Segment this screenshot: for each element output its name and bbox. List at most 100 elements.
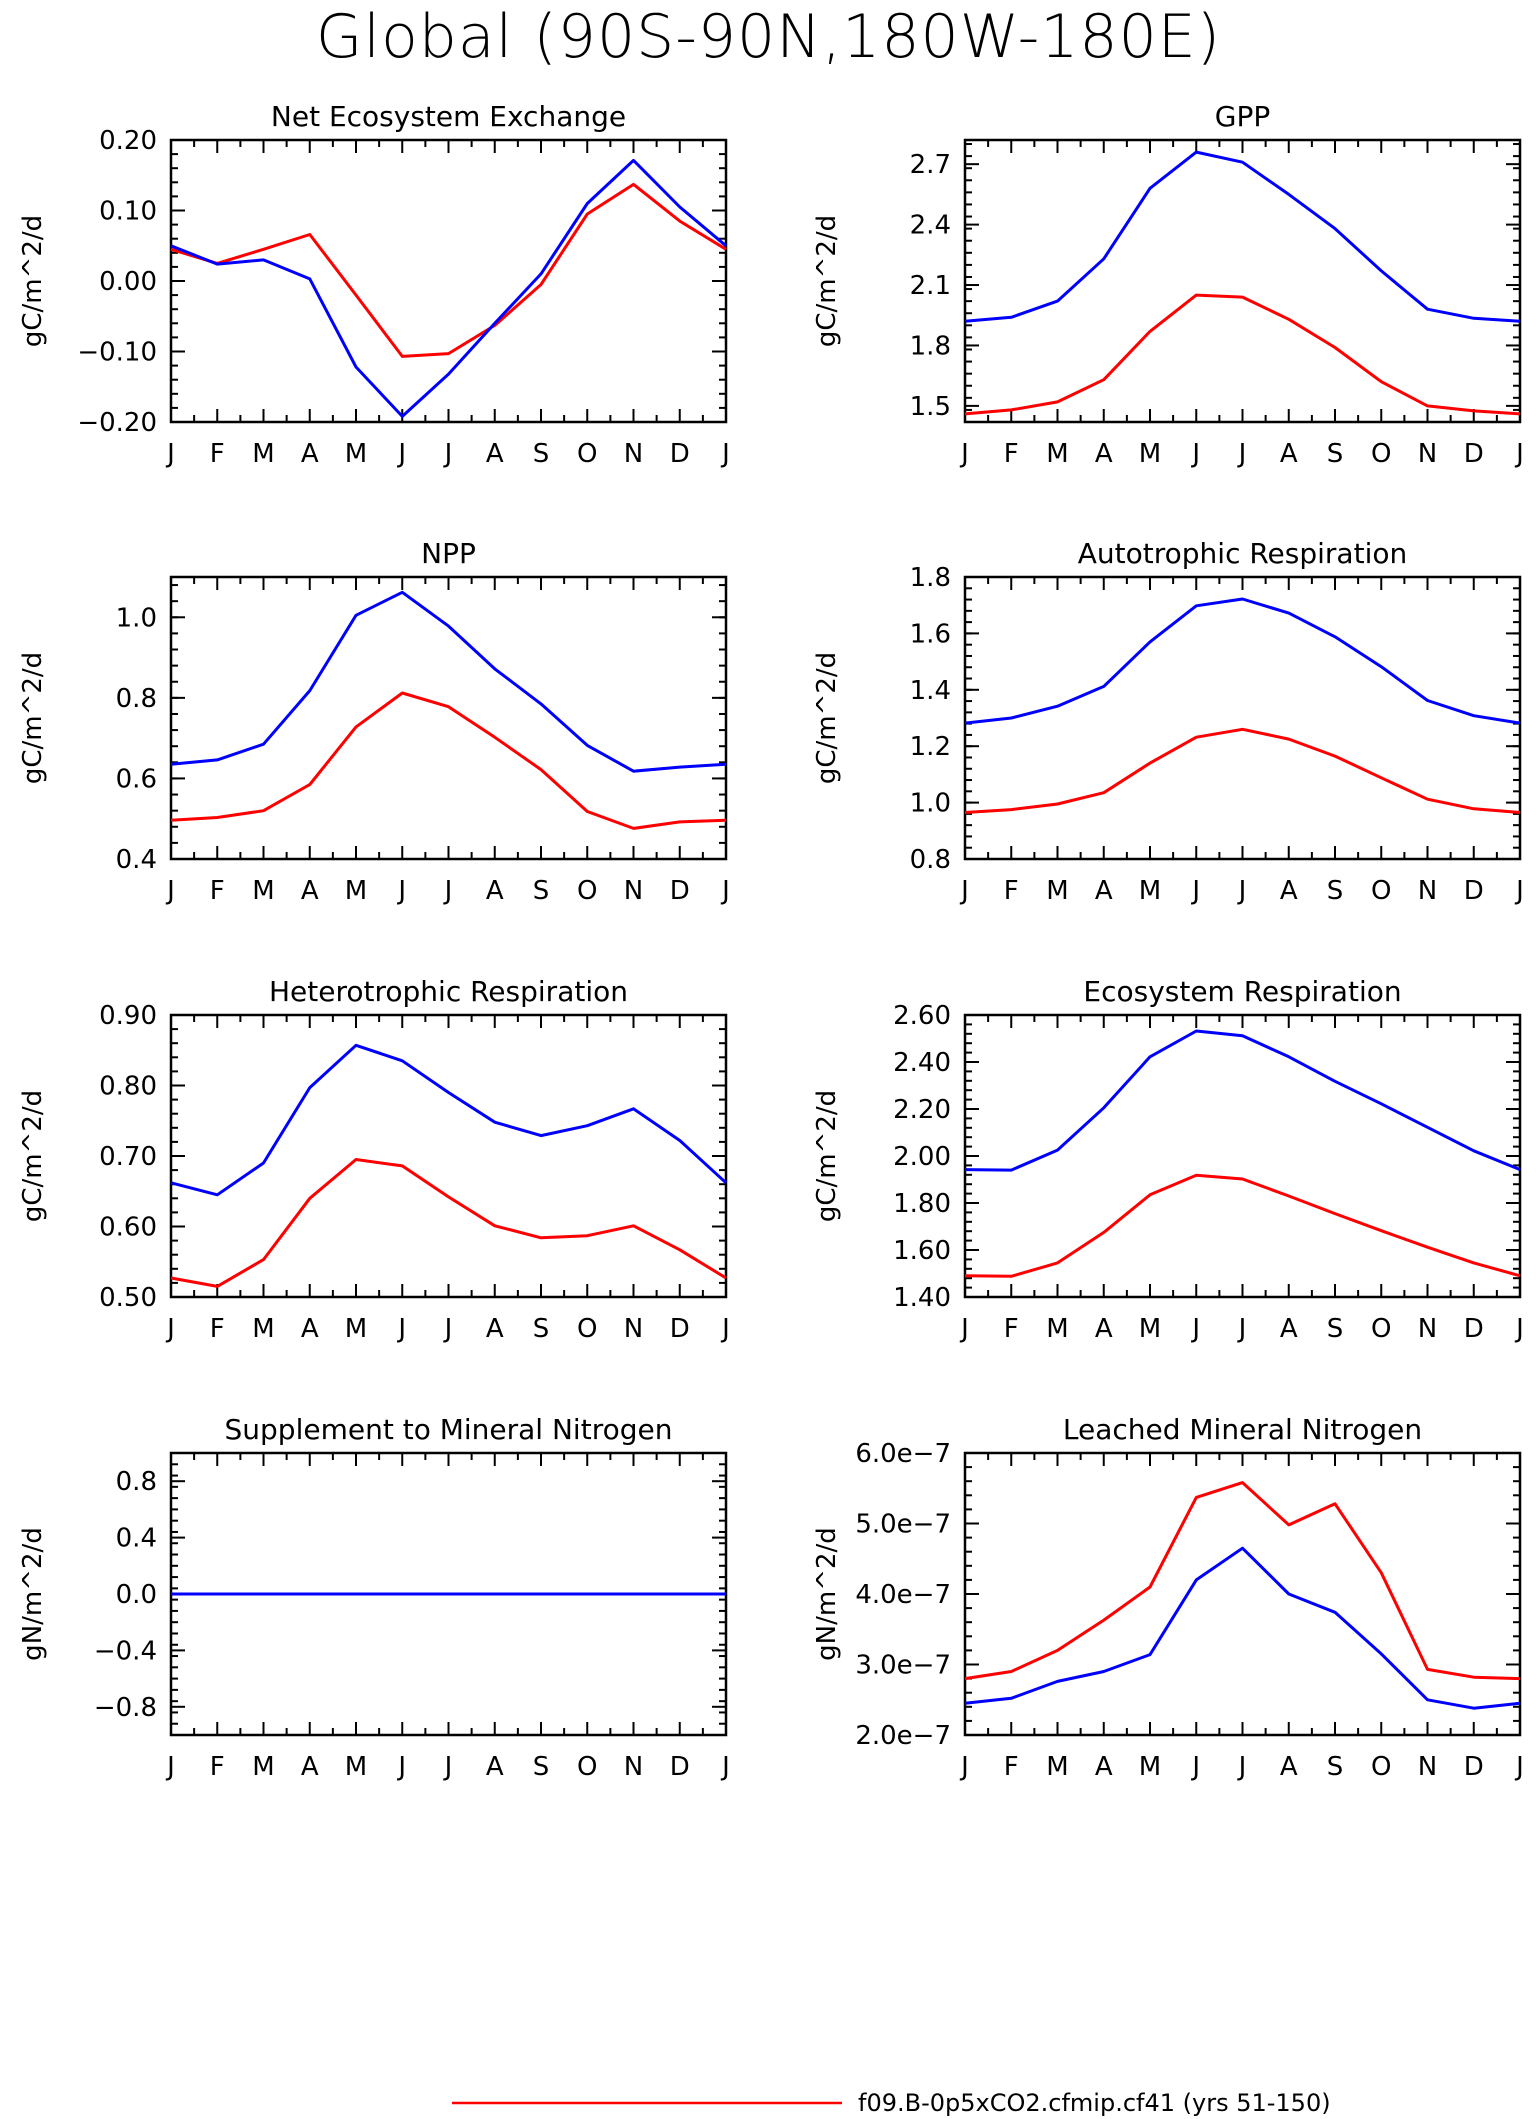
x-tick-label: J xyxy=(720,439,730,469)
x-tick-label: A xyxy=(301,439,319,469)
x-tick-label: J xyxy=(720,1314,730,1344)
x-tick-label: S xyxy=(1327,876,1344,906)
x-tick-label: J xyxy=(165,439,175,469)
x-tick-label: J xyxy=(165,1314,175,1344)
x-tick-label: J xyxy=(1190,439,1200,469)
x-tick-label: J xyxy=(396,876,406,906)
y-tick-label: 0.20 xyxy=(99,126,157,156)
y-tick-label: 0.70 xyxy=(99,1142,157,1172)
x-tick-label: N xyxy=(1418,876,1437,906)
x-tick-label: F xyxy=(1004,439,1019,469)
x-tick-label: M xyxy=(252,876,274,906)
x-tick-label: J xyxy=(1190,1752,1200,1782)
x-tick-label: J xyxy=(396,439,406,469)
x-tick-label: S xyxy=(1327,439,1344,469)
y-tick-label: 0.0 xyxy=(116,1580,157,1610)
x-tick-label: N xyxy=(624,876,643,906)
x-tick-label: D xyxy=(670,439,690,469)
y-tick-label: 1.6 xyxy=(910,619,951,649)
y-tick-label: 1.0 xyxy=(116,603,157,633)
x-tick-label: D xyxy=(1464,1752,1484,1782)
x-tick-label: S xyxy=(533,1314,550,1344)
x-tick-label: S xyxy=(533,439,550,469)
panel-title: GPP xyxy=(1215,100,1270,133)
x-tick-label: J xyxy=(1237,1752,1247,1782)
plot-frame xyxy=(963,138,1522,424)
series-line-1 xyxy=(964,1173,1521,1278)
x-tick-label: D xyxy=(670,876,690,906)
x-tick-label: J xyxy=(1190,1314,1200,1344)
series-line-2 xyxy=(964,1546,1521,1710)
y-tick-label: 5.0e−7 xyxy=(855,1510,951,1540)
x-tick-label: J xyxy=(165,1752,175,1782)
legend-label: f09.B-0p5xCO2.cfmip.cf41 (yrs 51-150) xyxy=(858,2089,1331,2117)
y-tick-label: 1.60 xyxy=(893,1236,951,1266)
plot-frame xyxy=(169,575,728,861)
y-axis-label: gC/m^2/d xyxy=(18,1090,48,1222)
chart-panel-1: J F M A M J J A S O N D J−0.20−0.100.000.100.20gC/m^… xyxy=(18,100,730,469)
x-tick-label: A xyxy=(1095,439,1113,469)
x-tick-label: M xyxy=(252,1752,274,1782)
x-tick-label: A xyxy=(486,876,504,906)
x-tick-label: A xyxy=(486,1314,504,1344)
y-tick-label: 6.0e−7 xyxy=(855,1439,951,1469)
y-tick-label: 0.10 xyxy=(99,197,157,227)
y-tick-label: 4.0e−7 xyxy=(855,1580,951,1610)
x-tick-label: A xyxy=(301,876,319,906)
panel-title: Autotrophic Respiration xyxy=(1078,537,1407,570)
y-tick-label: 2.00 xyxy=(893,1142,951,1172)
x-tick-label: A xyxy=(1095,1314,1113,1344)
x-tick-label: F xyxy=(1004,1752,1019,1782)
x-tick-label: J xyxy=(1514,876,1524,906)
series-line-1 xyxy=(170,1158,727,1288)
plot-frame xyxy=(963,1451,1522,1737)
panel-title: Ecosystem Respiration xyxy=(1083,975,1401,1008)
x-tick-label: J xyxy=(959,1314,969,1344)
x-tick-label: J xyxy=(959,1752,969,1782)
x-tick-label: N xyxy=(624,1752,643,1782)
y-axis-label: gC/m^2/d xyxy=(812,1090,842,1222)
x-tick-label: A xyxy=(301,1314,319,1344)
x-tick-label: M xyxy=(252,439,274,469)
x-tick-label: F xyxy=(210,1752,225,1782)
y-tick-label: −0.20 xyxy=(77,408,157,438)
x-tick-label: O xyxy=(1371,1314,1391,1344)
x-tick-label: F xyxy=(210,876,225,906)
panel-title: NPP xyxy=(421,537,476,570)
x-tick-label: J xyxy=(396,1752,406,1782)
chart-panel-4: J F M A M J J A S O N D J0.81.01.21.41.61.8gC/m^2/dA… xyxy=(812,537,1524,906)
series-line-2 xyxy=(170,590,727,773)
series-line-2 xyxy=(170,1043,728,1197)
y-tick-label: 0.4 xyxy=(116,845,157,875)
x-tick-label: A xyxy=(486,439,504,469)
x-tick-label: F xyxy=(1004,876,1019,906)
x-tick-label: D xyxy=(670,1314,690,1344)
x-tick-label: J xyxy=(720,1752,730,1782)
x-tick-label: D xyxy=(1464,1314,1484,1344)
x-tick-label: J xyxy=(1514,1752,1524,1782)
y-tick-label: 2.0e−7 xyxy=(855,1721,951,1751)
x-tick-label: J xyxy=(165,876,175,906)
y-tick-label: 1.0 xyxy=(910,789,951,819)
y-tick-label: 0.50 xyxy=(99,1283,157,1313)
y-axis-label: gC/m^2/d xyxy=(18,215,48,347)
chart-panel-6: J F M A M J J A S O N D J1.401.601.802.002.202.402.6… xyxy=(812,975,1524,1344)
y-tick-label: 2.20 xyxy=(893,1095,951,1125)
x-tick-label: M xyxy=(1139,876,1161,906)
x-tick-label: J xyxy=(1514,439,1524,469)
y-tick-label: 0.8 xyxy=(116,684,157,714)
y-tick-label: 0.4 xyxy=(116,1524,157,1554)
x-tick-label: J xyxy=(1237,876,1247,906)
x-tick-label: A xyxy=(301,1752,319,1782)
y-tick-label: 0.8 xyxy=(116,1467,157,1497)
x-tick-label: M xyxy=(1046,1752,1068,1782)
y-tick-label: 0.90 xyxy=(99,1001,157,1031)
y-axis-label: gC/m^2/d xyxy=(812,652,842,784)
x-tick-label: N xyxy=(624,1314,643,1344)
y-tick-label: 1.4 xyxy=(910,676,951,706)
y-tick-label: −0.4 xyxy=(94,1636,157,1666)
x-tick-label: S xyxy=(1327,1752,1344,1782)
plot-frame xyxy=(169,1013,728,1299)
y-axis-label: gN/m^2/d xyxy=(18,1527,48,1661)
x-tick-label: J xyxy=(959,439,969,469)
